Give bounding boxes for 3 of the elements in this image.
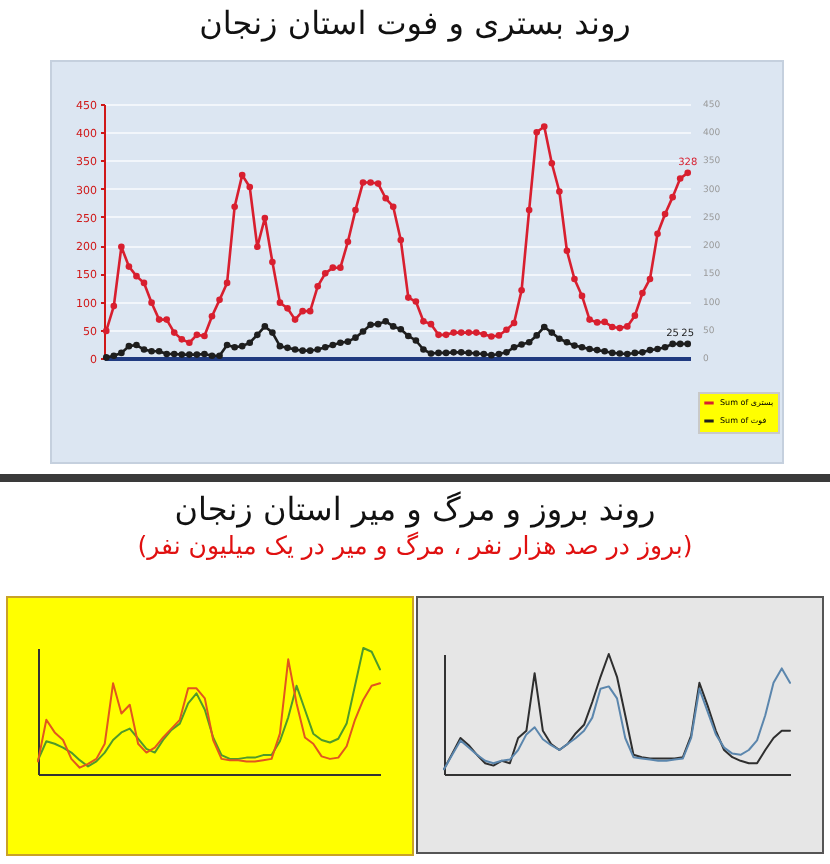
chart-subtitle: (بروز در صد هزار نفر ، مرگ و میر در یک میلیون نفر) (135, 528, 695, 562)
chart-title: روند بروز و مرگ و میر استان زنجان (172, 490, 658, 528)
chart-title: روند بستری و فوت استان زنجان (199, 4, 631, 42)
